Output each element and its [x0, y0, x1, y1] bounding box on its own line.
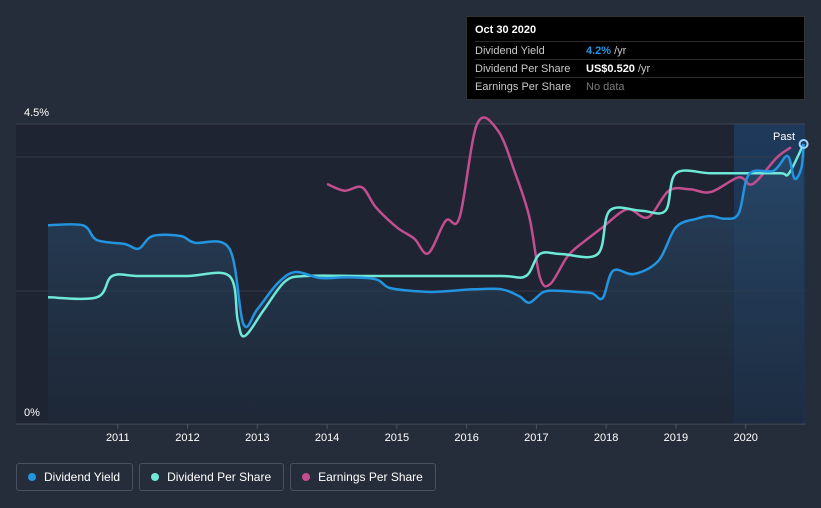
x-tick-label: 2017 [524, 432, 548, 444]
tooltip-row-value: 4.2% [586, 44, 612, 57]
x-tick-label: 2019 [664, 432, 688, 444]
legend-item-dividend-per-share[interactable]: Dividend Per Share [139, 463, 285, 491]
tooltip-row-unit: /yr [637, 62, 651, 75]
x-tick-label: 2012 [175, 432, 199, 444]
x-tick-label: 2016 [454, 432, 478, 444]
tooltip-row-earnings-per-share: Earnings Per Share No data [475, 77, 804, 95]
x-tick-label: 2013 [245, 432, 269, 444]
tooltip-row-label: Earnings Per Share [475, 80, 571, 93]
tooltip-date: Oct 30 2020 [475, 24, 537, 36]
x-tick-label: 2014 [315, 432, 339, 444]
x-tick-label: 2020 [733, 432, 757, 444]
chart-legend: Dividend Yield Dividend Per Share Earnin… [16, 463, 436, 491]
tooltip-row-label: Dividend Per Share [475, 62, 571, 75]
dividend-yield-line [47, 143, 805, 329]
legend-item-earnings-per-share[interactable]: Earnings Per Share [290, 463, 436, 491]
y-tick-max: 4.5% [24, 107, 49, 119]
dividend-per-share-line [47, 143, 805, 338]
legend-label: Earnings Per Share [318, 470, 423, 484]
y-tick-zero: 0% [24, 407, 40, 419]
tooltip-row-unit: /yr [614, 44, 627, 57]
legend-dot-icon [28, 473, 36, 481]
tooltip-row-label: Dividend Yield [475, 44, 545, 57]
x-tick-label: 2015 [385, 432, 409, 444]
x-tick-label: 2018 [594, 432, 618, 444]
legend-item-dividend-yield[interactable]: Dividend Yield [16, 463, 134, 491]
x-axis-ticks: 2011 2012 2013 2014 2015 2016 2017 2018 2019 2020 [106, 424, 758, 444]
legend-label: Dividend Yield [44, 470, 121, 484]
x-tick-label: 2011 [106, 432, 130, 444]
hover-tooltip: Oct 30 2020 Dividend Yield 4.2% /yr Divi… [466, 16, 805, 100]
dividend-yield-area [48, 144, 804, 424]
tooltip-row-value: No data [586, 80, 625, 93]
legend-dot-icon [302, 473, 311, 481]
tooltip-row-value: US$0.520 [586, 62, 635, 75]
legend-dot-icon [151, 473, 160, 481]
tooltip-row-dividend-per-share: Dividend Per Share US$0.520 /yr [475, 59, 804, 77]
tooltip-row-dividend-yield: Dividend Yield 4.2% /yr [475, 41, 804, 59]
current-value-marker [798, 139, 809, 149]
earnings-per-share-line [326, 116, 792, 288]
legend-label: Dividend Per Share [167, 470, 272, 484]
past-label: Past [773, 131, 795, 143]
